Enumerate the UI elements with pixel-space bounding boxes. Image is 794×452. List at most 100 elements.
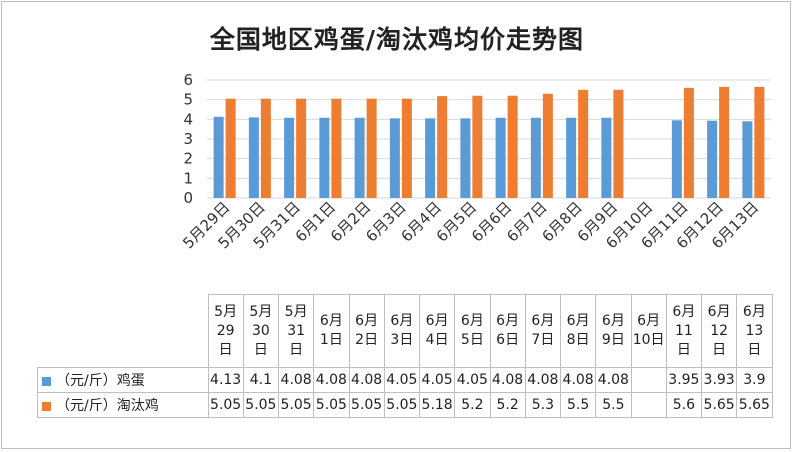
egg-bar xyxy=(284,117,295,198)
y-tick-label: 0 xyxy=(183,189,193,207)
table-value-cell: 4.08 xyxy=(489,367,526,393)
table-value-cell: 4.13 xyxy=(207,367,244,393)
culled-hen-bar xyxy=(472,95,483,198)
header-line: 6月 xyxy=(531,313,555,329)
table-value-cell: 3.95 xyxy=(665,367,703,393)
header-line: 日 xyxy=(747,341,762,358)
egg-bar xyxy=(460,118,471,198)
table-header-cell: 6月 2日 xyxy=(348,294,385,368)
header-line: 6月 xyxy=(355,313,379,329)
header-line: 2日 xyxy=(355,332,379,348)
header-line: 6月 xyxy=(707,303,731,320)
table-header-row: 5月 29 日 5月 30 日 5月 31 日 6月 1日 6月 2日 6月 3日 6月 4日 6月 5日 6月 6日 6… xyxy=(37,294,773,368)
header-line: 6月 xyxy=(672,303,696,320)
header-line: 日 xyxy=(253,341,268,358)
header-line: 日 xyxy=(289,341,304,358)
egg-bar xyxy=(530,117,541,198)
legend-cell: （元/斤）鸡蛋 xyxy=(37,367,209,393)
header-line: 1日 xyxy=(319,332,343,348)
table-header-cell: 6月 5日 xyxy=(454,294,491,368)
header-line: 6月 xyxy=(460,313,484,329)
culled-hen-bar xyxy=(437,96,448,198)
header-line: 6月 xyxy=(425,313,449,329)
header-line: 5月 xyxy=(249,303,273,320)
egg-bar xyxy=(354,117,365,198)
table-value-cell: 5.6 xyxy=(665,392,703,418)
header-line: 13 xyxy=(745,322,764,339)
table-value-cell: 3.93 xyxy=(700,367,738,393)
egg-bar xyxy=(566,117,577,198)
egg-bar xyxy=(707,120,718,198)
table-header-cell: 5月 29 日 xyxy=(207,294,244,368)
table-value-cell: 5.05 xyxy=(242,392,280,418)
table-header-cell: 6月 1日 xyxy=(313,294,350,368)
table-header-cell: 6月 6日 xyxy=(489,294,526,368)
table-value-cell: 4.08 xyxy=(277,367,315,393)
chart-title: 全国地区鸡蛋/淘汰鸡均价走势图 xyxy=(209,25,585,54)
egg-bar xyxy=(425,118,436,198)
header-line: 3日 xyxy=(390,332,414,348)
table-value-cell: 5.5 xyxy=(595,392,632,418)
table-value-cell: 3.9 xyxy=(736,367,773,393)
table-value-cell: 5.05 xyxy=(348,392,385,418)
header-line: 7日 xyxy=(531,332,555,348)
header-line: 日 xyxy=(218,341,233,358)
table-value-cell xyxy=(630,392,667,418)
culled-hen-bar xyxy=(507,95,518,198)
y-tick-label: 5 xyxy=(183,91,193,109)
header-line: 6月 xyxy=(742,303,766,320)
header-line: 4日 xyxy=(425,332,449,348)
header-line: 6月 xyxy=(496,313,520,329)
legend-label: （元/斤）淘汰鸡 xyxy=(56,398,159,414)
table-header-cell: 6月 3日 xyxy=(383,294,421,368)
table-header-cell: 6月 13 日 xyxy=(736,294,773,368)
header-line: 日 xyxy=(712,341,727,358)
table-header-cell: 6月 4日 xyxy=(418,294,456,368)
table-value-cell: 5.65 xyxy=(700,392,738,418)
header-line: 12 xyxy=(710,322,729,339)
legend-label: （元/斤）鸡蛋 xyxy=(56,373,145,389)
culled-hen-bar xyxy=(683,87,694,198)
table-value-cell: 4.08 xyxy=(348,367,385,393)
egg-bar xyxy=(389,118,400,198)
table-header-cell: 5月 31 日 xyxy=(277,294,315,368)
y-tick-label: 4 xyxy=(183,110,193,128)
table-value-cell: 4.08 xyxy=(559,367,597,393)
egg-bar xyxy=(742,121,753,198)
egg-bar xyxy=(213,116,224,198)
header-line: 5月 xyxy=(214,303,238,320)
egg-bar xyxy=(601,117,612,198)
y-tick-label: 6 xyxy=(183,71,193,89)
legend-swatch xyxy=(42,401,51,411)
egg-bar xyxy=(671,120,682,198)
culled-hen-bar xyxy=(296,98,307,198)
table-row: （元/斤）鸡蛋 4.13 4.1 4.08 4.08 4.08 4.05 4.05 4.05 4.… xyxy=(37,367,773,393)
table-value-cell: 5.65 xyxy=(736,392,773,418)
culled-hen-bar xyxy=(719,86,730,198)
table-value-cell: 5.2 xyxy=(489,392,526,418)
table-value-cell: 5.5 xyxy=(559,392,597,418)
header-line: 6月 xyxy=(390,313,414,329)
legend-swatch xyxy=(42,376,51,386)
table-header-cell: 6月 10日 xyxy=(630,294,667,368)
table-header-cell: 6月 8日 xyxy=(559,294,597,368)
table-value-cell: 5.18 xyxy=(418,392,456,418)
egg-bar xyxy=(319,117,330,198)
table-value-cell: 5.05 xyxy=(383,392,421,418)
header-line: 6月 xyxy=(566,313,590,329)
y-tick-label: 1 xyxy=(183,169,193,187)
culled-hen-bar xyxy=(225,98,236,198)
table-value-cell: 4.1 xyxy=(242,367,280,393)
header-line: 日 xyxy=(676,341,691,358)
header-line: 6月 xyxy=(601,313,625,329)
table-value-cell: 4.05 xyxy=(383,367,421,393)
culled-hen-bar xyxy=(366,98,377,198)
table-value-cell: 4.08 xyxy=(595,367,632,393)
culled-hen-bar xyxy=(578,89,589,198)
table-value-cell: 5.05 xyxy=(313,392,350,418)
header-line: 5月 xyxy=(284,303,308,320)
table-header-cell: 6月 11 日 xyxy=(665,294,703,368)
culled-hen-bar xyxy=(542,93,553,198)
table-header-cell: 6月 12 日 xyxy=(700,294,738,368)
